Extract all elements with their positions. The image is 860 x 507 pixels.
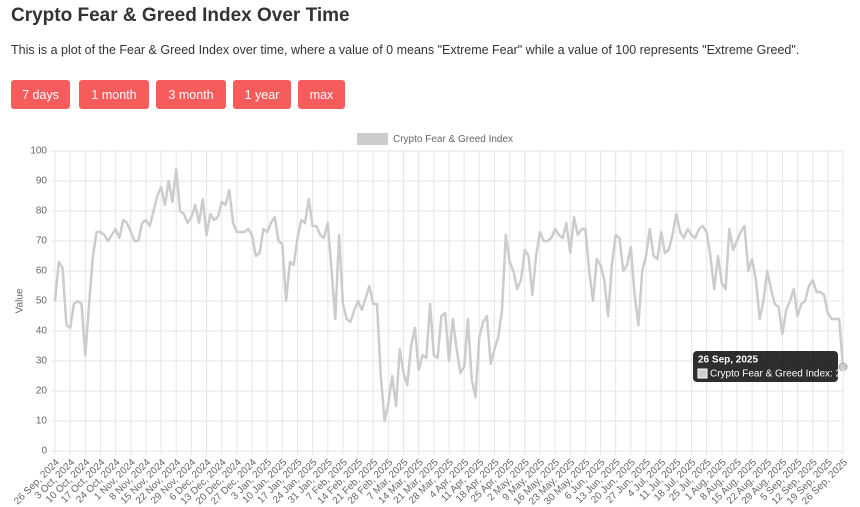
hover-point [838, 362, 848, 372]
range-button[interactable]: 3 month [156, 80, 226, 109]
range-button[interactable]: 1 year [233, 80, 291, 109]
data-line [53, 167, 845, 423]
y-tick-label: 30 [36, 356, 48, 367]
tooltip-label: Crypto Fear & Greed Index: 28 [710, 369, 847, 380]
range-button[interactable]: 7 days [11, 80, 70, 109]
y-tick-label: 20 [36, 386, 48, 397]
tooltip-title: 26 Sep, 2025 [698, 355, 758, 366]
y-tick-label: 90 [36, 176, 48, 187]
y-tick-label: 0 [41, 446, 47, 457]
legend-label: Crypto Fear & Greed Index [393, 134, 513, 145]
page-title: Crypto Fear & Greed Index Over Time [11, 5, 350, 26]
y-tick-label: 60 [36, 266, 48, 277]
y-tick-label: 70 [36, 236, 48, 247]
y-axis-label: Value [15, 288, 26, 313]
range-button[interactable]: 1 month [79, 80, 149, 109]
y-tick-label: 40 [36, 326, 48, 337]
tooltip-swatch [697, 368, 708, 379]
y-tick-label: 50 [36, 296, 48, 307]
y-tick-label: 80 [36, 206, 48, 217]
y-tick-label: 100 [30, 146, 47, 157]
y-tick-label: 10 [36, 416, 48, 427]
tooltip-box [693, 351, 838, 382]
range-button[interactable]: max [298, 80, 345, 109]
description: This is a plot of the Fear & Greed Index… [11, 43, 800, 57]
legend-swatch [357, 133, 388, 145]
